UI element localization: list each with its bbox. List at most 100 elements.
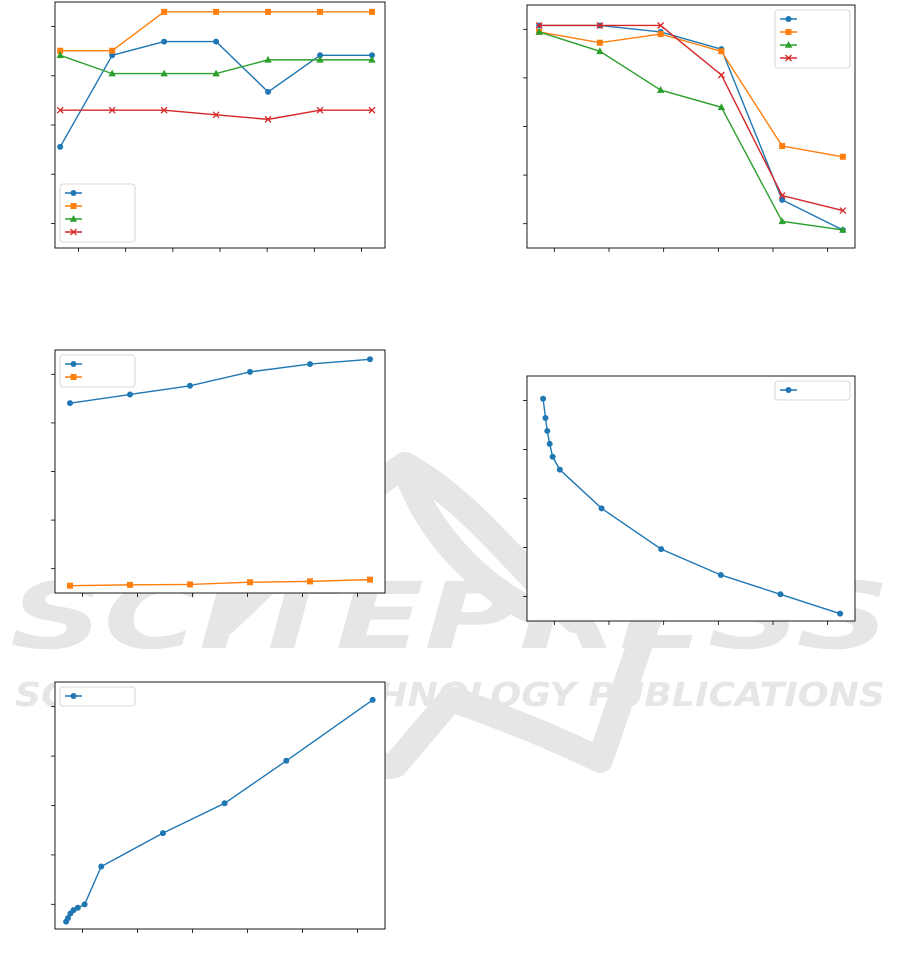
data-point [544,427,551,434]
data-point [160,106,168,114]
data-point [839,225,847,233]
data-point [265,8,272,15]
data-point [213,8,220,15]
legend [59,686,136,707]
data-point [159,830,166,837]
data-point [247,579,253,586]
legend-box [774,9,851,69]
legend-swatch-marker [784,41,793,48]
series-1 [67,356,373,407]
series-3 [56,51,376,77]
charts [51,1,856,933]
legend [59,183,136,243]
data-point [57,143,64,150]
data-point [264,115,272,123]
data-point [546,440,553,447]
data-point [367,576,373,583]
legend-box [59,354,136,388]
data-point [316,55,324,63]
legend [774,9,851,69]
data-point [212,69,220,77]
data-point [556,466,563,473]
data-point [212,111,220,119]
data-point [777,591,784,598]
series-3 [535,27,847,233]
data-point [64,915,71,922]
series-1 [540,395,844,617]
data-point [283,757,290,764]
data-point [540,395,547,402]
legend-swatch-marker [70,190,77,196]
data-point [549,453,556,460]
data-point [779,196,786,203]
series-2 [57,8,376,54]
legend-swatch-marker [785,387,792,393]
series-4 [535,22,847,215]
data-point [369,696,376,703]
data-point [369,52,376,59]
data-point [213,38,220,45]
data-point [127,581,133,588]
chart-2 [523,4,856,252]
data-point [535,27,543,35]
series-4 [56,106,376,123]
data-point [778,192,786,199]
series-line [69,578,371,587]
data-point [161,8,168,15]
data-point [247,368,253,375]
data-point [187,382,193,389]
data-point [57,47,64,54]
data-point [542,415,549,422]
series-line [69,358,371,404]
data-point [656,86,665,93]
data-point [718,48,725,55]
plot-frame [54,349,386,594]
legend-swatch-marker [70,693,77,699]
data-point [98,863,105,870]
data-point [658,546,665,553]
legend-box [59,686,136,707]
series-line [539,24,844,212]
data-point [108,106,116,114]
data-point [596,22,604,29]
data-point [837,610,844,617]
data-point [368,55,376,63]
data-point [56,106,64,114]
data-point [67,400,73,407]
data-point [67,582,73,589]
legend-swatch-marker [785,16,792,22]
data-point [596,39,603,46]
legend-swatch-marker [69,215,78,222]
data-point [317,8,324,15]
data-point [74,904,81,911]
legend-swatch-marker [785,54,792,62]
data-point [307,361,313,368]
chart-1 [51,1,386,252]
data-point [839,153,846,160]
data-point [369,8,376,15]
legend-box [774,380,851,401]
watermark-swoosh [212,452,663,780]
legend-box [59,183,136,243]
legend [774,380,851,401]
legend-swatch-marker [785,29,792,35]
data-point [221,800,228,807]
series-1 [63,696,376,925]
data-point [317,52,324,59]
data-point [779,143,786,150]
data-point [307,578,313,585]
data-point [717,103,726,111]
data-point [367,356,373,363]
data-point [81,901,88,908]
legend-swatch-marker [70,374,77,380]
data-point [187,581,193,588]
series-line [539,31,843,158]
data-point [657,31,664,38]
series-1 [57,38,376,150]
series-2 [67,576,373,589]
data-point [717,71,725,79]
data-point [778,217,786,225]
chart-5 [51,681,386,933]
data-point [368,106,376,114]
